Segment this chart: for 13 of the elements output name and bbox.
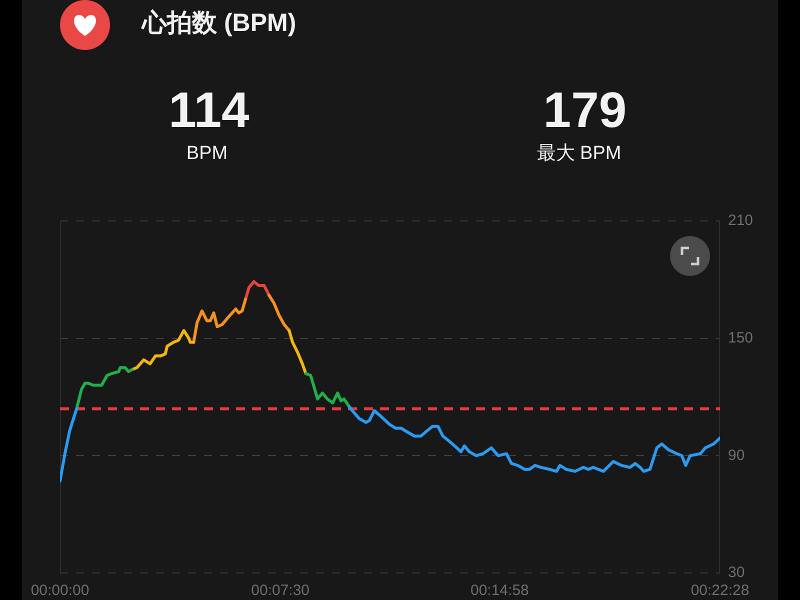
text: BPM [185, 143, 229, 165]
chart-title: 心拍数 (BPM) [142, 8, 296, 39]
y-tick-label: 210 [728, 212, 754, 230]
x-tick-label: 00:14:58 [470, 582, 529, 600]
x-tick-label: 00:22:28 [690, 582, 750, 600]
x-tick-label: 00:00:00 [30, 582, 90, 600]
y-tick-label: 150 [728, 329, 754, 346]
y-tick-label: 30 [728, 564, 745, 582]
text: 179 [542, 82, 628, 138]
text: 最大 BPM [536, 143, 622, 165]
x-tick-label: 00:07:30 [251, 582, 310, 600]
text: 114 [168, 82, 250, 138]
y-tick-label: 90 [728, 446, 745, 464]
